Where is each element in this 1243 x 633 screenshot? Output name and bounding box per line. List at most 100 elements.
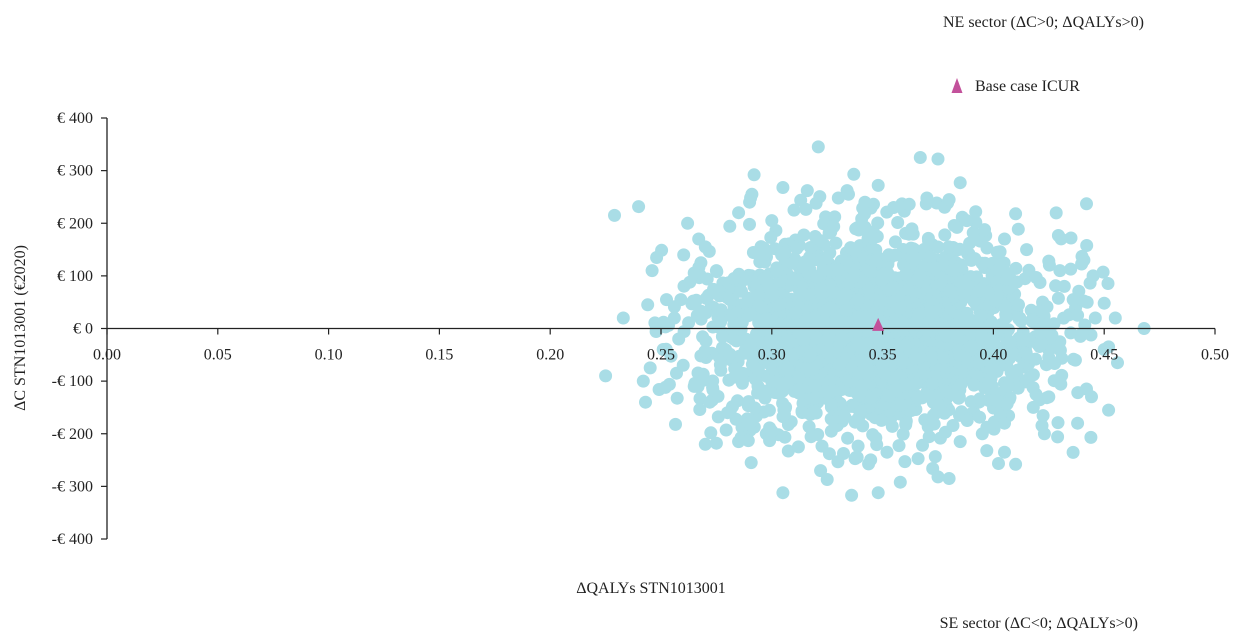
simulation-point [888,248,902,262]
simulation-point [921,231,935,245]
simulation-point [947,219,961,232]
simulation-point [719,423,733,437]
simulation-point [791,440,805,454]
simulation-point [756,351,770,365]
simulation-point [987,415,1001,429]
simulation-point [989,294,1003,308]
simulation-point [960,214,974,228]
y-tick-label: € 300 [57,163,93,180]
simulation-point [804,430,818,444]
simulation-point [814,282,828,296]
simulation-point [674,293,688,307]
simulation-point [978,223,991,237]
simulation-point [1108,311,1122,325]
simulation-point [1009,207,1023,221]
simulation-point [789,306,803,320]
simulation-point [797,228,811,242]
simulation-point [787,203,801,217]
simulation-point [802,420,816,434]
simulation-point [1057,311,1071,325]
simulation-point [1045,328,1059,342]
simulation-point [831,191,845,205]
simulation-point [1066,445,1080,459]
simulation-point [1080,197,1093,211]
simulation-point [632,200,646,214]
simulation-point [982,375,996,389]
simulation-point [641,298,655,312]
simulation-point [743,347,757,361]
simulation-point [1102,403,1116,417]
simulation-point [765,424,779,438]
simulation-point [942,240,956,254]
simulation-point [1029,271,1043,284]
simulation-point [758,384,772,398]
simulation-point [1049,206,1063,220]
simulation-point [965,339,978,353]
simulation-point [1026,400,1040,414]
simulation-point [931,152,945,166]
simulation-point [765,375,779,388]
simulation-point [1036,409,1050,423]
simulation-point [936,351,950,365]
simulation-point [1009,457,1023,471]
simulation-point [760,312,773,326]
simulation-point [796,260,810,274]
simulation-point [838,410,852,424]
simulation-point [762,403,776,417]
simulation-point [776,181,790,194]
x-tick-label: 0.30 [758,347,786,364]
simulation-point [938,406,951,420]
simulation-point [847,167,861,181]
simulation-point [1054,232,1068,246]
y-tick-label: € 0 [73,321,93,338]
simulation-point [942,193,956,207]
simulation-point [1064,262,1078,276]
simulation-point [795,406,809,419]
simulation-point [908,352,922,365]
x-tick-label: 0.05 [204,347,232,364]
simulation-point [1086,269,1100,283]
simulation-point [732,435,746,449]
y-tick-label: € 400 [57,110,93,127]
simulation-point [743,338,757,352]
simulation-point [960,414,974,427]
base-case-point [872,317,885,331]
simulation-point [853,366,866,380]
simulation-point [688,296,702,310]
simulation-point [1011,222,1025,236]
simulation-point [693,392,707,405]
simulation-point [794,286,808,300]
simulation-point [969,205,983,219]
axes [101,117,1216,540]
simulation-point [739,297,753,311]
simulation-point [1036,305,1049,319]
simulation-point [899,418,913,432]
simulation-point [1057,279,1071,293]
simulation-point [694,256,708,270]
simulation-point [676,358,690,372]
simulation-point [757,241,771,255]
simulation-point [677,248,691,262]
simulation-point [819,210,833,224]
simulation-point [672,332,686,346]
simulation-point [706,383,720,397]
simulation-point [851,439,865,453]
simulation-point [899,338,912,352]
simulation-point [975,427,989,441]
simulation-point [829,236,843,250]
simulation-point [821,333,835,347]
legend-triangle-icon [951,78,963,93]
simulation-point [904,241,918,255]
simulation-point [698,344,712,358]
simulation-point [787,273,801,286]
simulation-point [964,270,978,284]
y-axis-title: ΔC STN1013001 (€2020) [12,245,29,411]
simulation-point [1097,296,1111,310]
simulation-point [998,416,1011,430]
x-tick-label: 0.35 [869,347,897,364]
simulation-point [913,268,927,282]
simulation-point [645,264,659,278]
x-tick-label: 0.45 [1090,347,1118,364]
simulation-point [770,264,784,278]
simulation-point [1029,352,1042,366]
